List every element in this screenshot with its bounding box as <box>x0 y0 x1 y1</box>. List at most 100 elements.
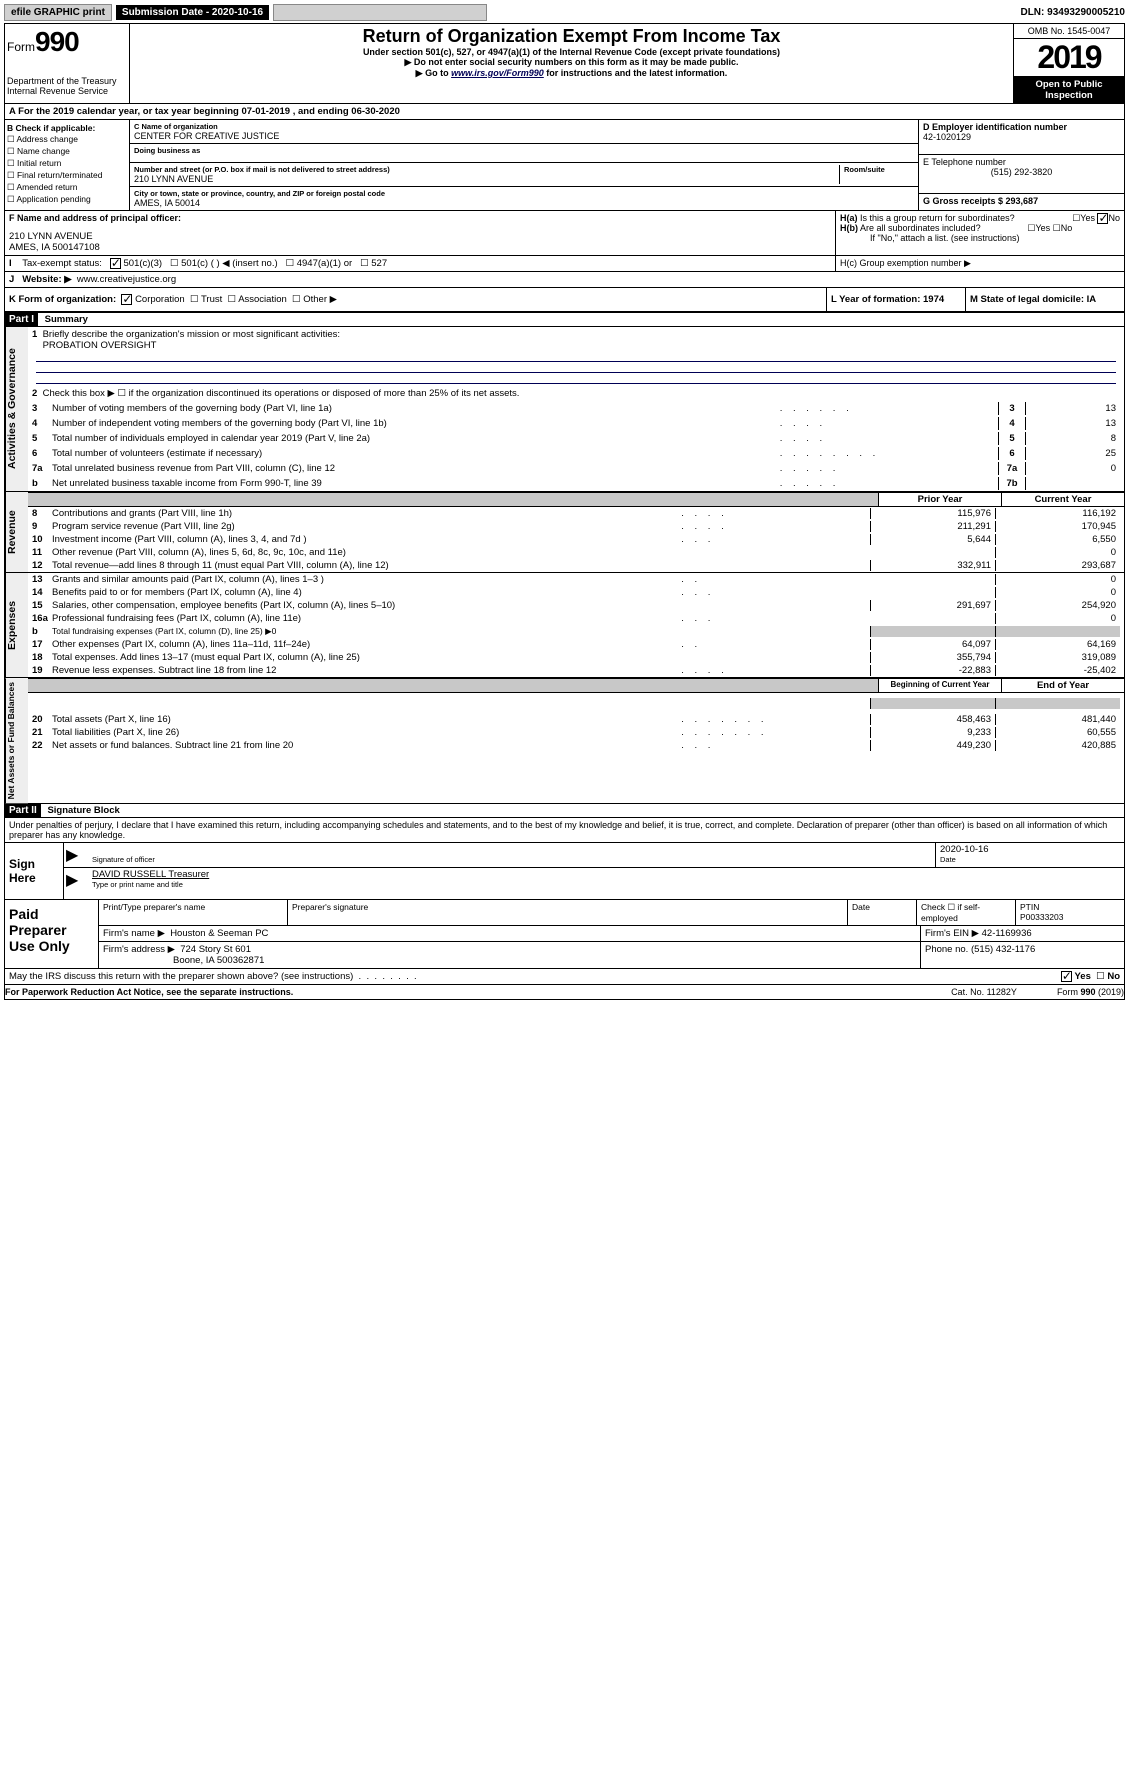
line21-prior: 9,233 <box>870 727 995 738</box>
line19-text: Revenue less expenses. Subtract line 18 … <box>52 665 681 676</box>
line14-text: Benefits paid to or for members (Part IX… <box>52 587 681 598</box>
line22-text: Net assets or fund balances. Subtract li… <box>52 740 681 751</box>
phone-cell: E Telephone number (515) 292-3820 <box>919 155 1124 194</box>
irs-link[interactable]: www.irs.gov/Form990 <box>451 68 544 78</box>
subtitle-1: Under section 501(c), 527, or 4947(a)(1)… <box>132 47 1011 57</box>
part1-header: Part I <box>5 313 38 326</box>
q1-label: Briefly describe the organization's miss… <box>43 329 341 340</box>
line6-text: Total number of volunteers (estimate if … <box>52 448 780 459</box>
officer-name-label: Type or print name and title <box>92 880 1120 889</box>
line9-text: Program service revenue (Part VIII, line… <box>52 521 681 532</box>
line4-text: Number of independent voting members of … <box>52 418 780 429</box>
open-public: Open to Public Inspection <box>1014 77 1124 103</box>
line5-val: 8 <box>1026 433 1120 444</box>
gross-receipts-cell: G Gross receipts $ 293,687 <box>919 194 1124 208</box>
discuss-row: May the IRS discuss this return with the… <box>5 969 1124 985</box>
form-label: Form990 <box>7 26 127 58</box>
firm-ein: Firm's EIN ▶ 42-1169936 <box>921 926 1124 941</box>
org-name-cell: C Name of organization CENTER FOR CREATI… <box>130 120 918 144</box>
blank-button[interactable] <box>273 4 487 21</box>
hdr-prior: Prior Year <box>878 493 1001 506</box>
line19-curr: -25,402 <box>995 665 1120 676</box>
line17-curr: 64,169 <box>995 639 1120 650</box>
dln: DLN: 93493290005210 <box>1020 7 1125 18</box>
line17-text: Other expenses (Part IX, column (A), lin… <box>52 639 681 650</box>
submission-date: Submission Date - 2020-10-16 <box>116 5 269 20</box>
dept-label: Department of the Treasury <box>7 76 127 86</box>
line17-prior: 64,097 <box>870 639 995 650</box>
cb-amended-return[interactable]: ☐ Amended return <box>7 182 127 193</box>
officer-name: DAVID RUSSELL Treasurer <box>92 869 1120 880</box>
hdr-end: End of Year <box>1001 679 1124 692</box>
line16b-text: Total fundraising expenses (Part IX, col… <box>52 626 870 637</box>
line9-prior: 211,291 <box>870 521 995 532</box>
ha-no-checkbox[interactable] <box>1097 213 1108 224</box>
q1-answer: PROBATION OVERSIGHT <box>43 340 157 351</box>
line15-prior: 291,697 <box>870 600 995 611</box>
prep-h3: Date <box>848 900 917 925</box>
paid-preparer-label: Paid Preparer Use Only <box>5 900 98 968</box>
line6-val: 25 <box>1026 448 1120 459</box>
cb-initial-return[interactable]: ☐ Initial return <box>7 158 127 169</box>
line11-text: Other revenue (Part VIII, column (A), li… <box>52 547 870 558</box>
sidebar-expenses: Expenses <box>5 573 28 677</box>
form-title: Return of Organization Exempt From Incom… <box>132 26 1011 47</box>
line9-curr: 170,945 <box>995 521 1120 532</box>
line12-prior: 332,911 <box>870 560 995 571</box>
line11-curr: 0 <box>995 547 1120 558</box>
line15-curr: 254,920 <box>995 600 1120 611</box>
firm-name: Firm's name ▶ Houston & Seeman PC <box>99 926 921 941</box>
hc-group-exemption: H(c) Group exemption number ▶ <box>835 256 1124 271</box>
line14-curr: 0 <box>995 587 1120 598</box>
tax-exempt-status: I Tax-exempt status: 501(c)(3) ☐ 501(c) … <box>5 256 835 271</box>
line20-prior: 458,463 <box>870 714 995 725</box>
part1-title: Summary <box>45 314 88 325</box>
line13-curr: 0 <box>995 574 1120 585</box>
perjury-text: Under penalties of perjury, I declare th… <box>5 818 1124 842</box>
efile-print-button[interactable]: efile GRAPHIC print <box>4 4 112 21</box>
ha-group-return: H(a) Is this a group return for subordin… <box>840 213 1120 223</box>
line8-curr: 116,192 <box>995 508 1120 519</box>
cb-app-pending[interactable]: ☐ Application pending <box>7 194 127 205</box>
prep-h2: Preparer's signature <box>288 900 848 925</box>
address-cell: Number and street (or P.O. box if mail i… <box>130 163 918 187</box>
sign-here-label: Sign Here <box>5 843 63 899</box>
sidebar-governance: Activities & Governance <box>5 327 28 491</box>
part2-header: Part II <box>5 804 41 817</box>
cb-address-change[interactable]: ☐ Address change <box>7 134 127 145</box>
cb-final-return[interactable]: ☐ Final return/terminated <box>7 170 127 181</box>
line20-curr: 481,440 <box>995 714 1120 725</box>
sidebar-netassets: Net Assets or Fund Balances <box>5 678 28 803</box>
website-row: J Website: ▶ www.creativejustice.org <box>5 272 1124 288</box>
line5-text: Total number of individuals employed in … <box>52 433 780 444</box>
line19-prior: -22,883 <box>870 665 995 676</box>
arrow-icon: ▶ <box>64 868 88 892</box>
subtitle-3: ▶ Go to www.irs.gov/Form990 for instruct… <box>132 68 1011 79</box>
hb-subordinates: H(b) Are all subordinates included? ☐Yes… <box>840 223 1120 233</box>
hdr-beginning: Beginning of Current Year <box>878 679 1001 692</box>
prep-h1: Print/Type preparer's name <box>99 900 288 925</box>
line7a-text: Total unrelated business revenue from Pa… <box>52 463 780 474</box>
line16a-text: Professional fundraising fees (Part IX, … <box>52 613 681 624</box>
cb-501c3[interactable] <box>110 258 121 269</box>
form-footer: Form 990 (2019) <box>1057 987 1124 997</box>
section-k: K Form of organization: Corporation ☐ Tr… <box>5 288 826 311</box>
section-m: M State of legal domicile: IA <box>965 288 1124 311</box>
cb-name-change[interactable]: ☐ Name change <box>7 146 127 157</box>
arrow-icon: ▶ <box>64 843 88 867</box>
tax-year: 2019 <box>1014 38 1124 77</box>
line7b-text: Net unrelated business taxable income fr… <box>52 478 780 489</box>
cb-corporation[interactable] <box>121 294 132 305</box>
line21-text: Total liabilities (Part X, line 26) <box>52 727 681 738</box>
firm-phone: Phone no. (515) 432-1176 <box>921 942 1124 968</box>
discuss-yes-checkbox[interactable] <box>1061 971 1072 982</box>
line3-text: Number of voting members of the governin… <box>52 403 780 414</box>
ein-cell: D Employer identification number 42-1020… <box>919 120 1124 155</box>
omb-number: OMB No. 1545-0047 <box>1014 24 1124 38</box>
line12-curr: 293,687 <box>995 560 1120 571</box>
dba-cell: Doing business as <box>130 144 918 163</box>
city-cell: City or town, state or province, country… <box>130 187 918 210</box>
line8-text: Contributions and grants (Part VIII, lin… <box>52 508 681 519</box>
line22-prior: 449,230 <box>870 740 995 751</box>
sign-date: 2020-10-16 <box>940 844 1120 855</box>
